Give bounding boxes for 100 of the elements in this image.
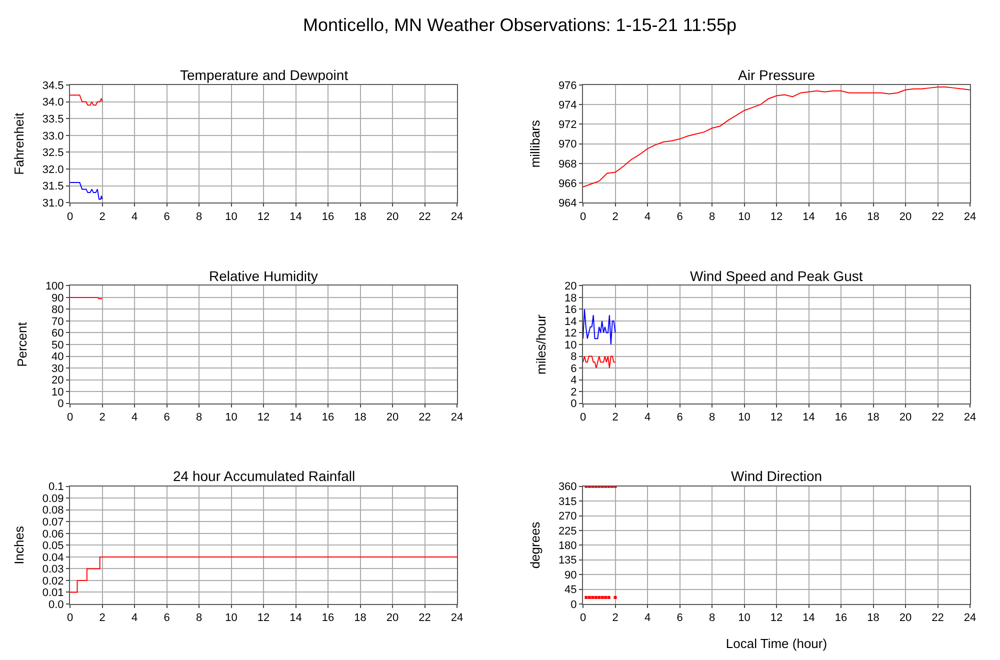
y-tick-label: 2 [570,386,577,398]
x-tick-label: 10 [738,412,750,424]
x-tick-label: 2 [612,612,618,624]
x-tick-label: 14 [290,210,302,223]
chart-title: Wind Direction [731,468,822,484]
x-tick-label: 2 [612,210,618,223]
y-tick-label: 10 [52,386,64,398]
y-tick-label: 0 [58,398,64,410]
x-tick-label: 22 [418,412,431,424]
y-tick-label: 6 [570,362,577,375]
x-tick-label: 12 [257,210,270,223]
y-tick-label: 0.04 [42,552,64,564]
x-tick-label: 22 [932,210,944,223]
y-tick-label: 31.0 [42,197,64,210]
y-tick-label: 225 [558,525,577,538]
y-axis-title: Inches [11,526,26,564]
x-tick-label: 0 [580,210,586,223]
y-tick-label: 32.5 [42,147,64,160]
x-tick-label: 20 [899,210,912,223]
x-tick-label: 18 [867,210,880,223]
y-tick-label: 70 [52,316,64,328]
x-tick-label: 8 [196,412,202,424]
y-tick-label: 45 [564,584,577,596]
y-tick-label: 974 [558,99,577,112]
y-tick-label: 180 [558,540,577,552]
x-tick-label: 18 [354,412,366,424]
y-tick-label: 964 [558,197,577,210]
x-axis-title: Local Time (hour) [726,636,828,651]
y-tick-label: 8 [570,351,577,364]
x-tick-label: 6 [676,612,683,624]
y-tick-label: 31.5 [42,180,64,193]
y-tick-label: 20 [564,280,577,293]
y-tick-label: 100 [45,280,64,293]
x-tick-label: 2 [612,412,618,424]
y-tick-label: 34.5 [42,80,64,92]
x-tick-label: 0 [66,412,74,424]
x-tick-label: 10 [738,210,750,223]
y-tick-label: 0.06 [42,528,64,540]
x-tick-label: 14 [802,412,815,424]
y-tick-label: 360 [558,481,577,494]
x-tick-label: 8 [708,210,716,223]
x-tick-label: 4 [644,210,651,223]
y-tick-label: 80 [52,304,64,316]
line-series [583,86,970,188]
x-tick-label: 6 [676,210,683,223]
x-tick-label: 16 [322,612,334,624]
y-tick-label: 14 [564,316,577,328]
y-tick-label: 976 [558,80,577,92]
y-tick-label: 0.09 [42,492,64,505]
y-tick-label: 90 [564,569,577,582]
y-tick-label: 0 [570,398,577,410]
y-tick-label: 40 [52,351,64,364]
x-tick-label: 22 [418,612,431,624]
x-tick-label: 22 [932,412,944,424]
x-tick-label: 24 [450,210,464,223]
x-tick-label: 0 [580,412,586,424]
y-tick-label: 315 [558,496,577,508]
y-tick-label: 0.1 [48,481,64,494]
x-tick-label: 2 [99,412,106,424]
x-tick-label: 8 [708,612,716,624]
x-tick-label: 4 [131,612,138,624]
y-tick-label: 0.08 [42,504,64,517]
y-tick-label: 970 [558,138,577,151]
x-tick-label: 4 [644,412,651,424]
x-tick-label: 20 [899,412,912,424]
y-tick-label: 20 [52,374,64,387]
y-axis-title: degrees [527,521,542,569]
x-tick-label: 20 [386,612,399,624]
x-tick-label: 16 [322,412,334,424]
x-tick-label: 20 [899,612,912,624]
line-series [583,308,616,345]
x-tick-label: 8 [196,612,202,624]
x-tick-label: 6 [164,612,170,624]
y-tick-label: 0.02 [42,575,64,588]
y-axis-title: millibars [527,119,542,168]
x-tick-label: 20 [386,210,399,223]
y-tick-label: 135 [558,554,577,567]
y-tick-label: 30 [52,362,64,375]
x-tick-label: 18 [867,612,880,624]
x-tick-label: 10 [225,612,238,624]
x-tick-label: 18 [867,412,880,424]
y-axis-title: Percent [14,322,30,367]
y-tick-label: 18 [564,292,577,304]
y-axis-title: miles/hour [534,314,548,374]
x-tick-label: 4 [131,210,138,223]
x-tick-label: 16 [834,412,848,424]
x-tick-label: 24 [964,412,976,424]
y-tick-label: 0.03 [42,564,64,576]
y-tick-label: 10 [564,339,577,352]
x-tick-label: 20 [386,412,399,424]
y-tick-label: 90 [52,292,64,304]
chart-title: 24 hour Accumulated Rainfall [173,468,356,484]
y-tick-label: 4 [570,374,577,387]
x-tick-label: 12 [770,412,783,424]
chart-title: Air Pressure [738,67,816,83]
y-tick-label: 34.0 [42,96,64,109]
x-tick-label: 14 [290,412,302,424]
y-tick-label: 50 [52,339,64,352]
x-tick-label: 14 [802,612,815,624]
x-tick-label: 18 [354,612,366,624]
